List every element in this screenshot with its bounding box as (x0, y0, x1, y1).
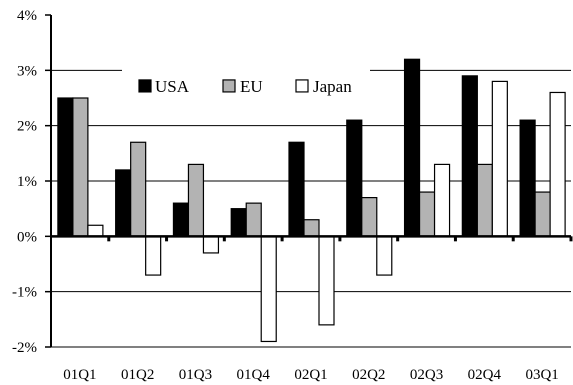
bar-eu-01q1 (72, 97, 89, 237)
bar-eu-01q4 (245, 202, 262, 237)
bar-usa-01q1 (57, 97, 74, 237)
bar-japan-02q4 (491, 80, 508, 237)
bar-eu-02q3 (418, 191, 436, 237)
bar-eu-01q2 (130, 141, 147, 237)
bar-japan-02q2 (376, 235, 393, 276)
bar-usa-01q2 (115, 169, 132, 237)
x-tick-label: 01Q1 (63, 367, 96, 383)
bar-japan-01q4 (260, 235, 277, 343)
bar-japan-02q3 (433, 163, 451, 237)
y-tick-label: 2% (17, 119, 37, 135)
x-tick-label: 03Q1 (525, 367, 558, 383)
x-tick-label: 01Q2 (121, 367, 154, 383)
y-tick-label: 1% (17, 174, 37, 190)
bar-eu-01q3 (187, 163, 205, 237)
legend-swatch-japan (295, 79, 309, 93)
bar-eu-02q4 (476, 163, 493, 237)
bar-usa-02q2 (346, 119, 363, 237)
bar-japan-02q1 (318, 235, 335, 326)
x-tick-label: 02Q4 (468, 367, 502, 383)
legend-label-eu: EU (240, 77, 263, 96)
y-tick-label: 3% (17, 63, 37, 79)
y-tick-label: -2% (12, 340, 37, 356)
bar-usa-01q4 (230, 208, 247, 237)
bar-usa-02q4 (461, 75, 478, 237)
bar-japan-01q3 (202, 235, 220, 254)
bar-eu-03q1 (534, 191, 551, 237)
x-tick-labels: 01Q1 01Q2 01Q3 01Q4 02Q1 02Q2 02Q3 02Q4 03Q1 (63, 367, 559, 383)
legend-label-usa: USA (155, 77, 190, 96)
legend-swatch-eu (222, 79, 236, 93)
bar-eu-02q2 (361, 197, 378, 237)
y-tick-label: 4% (17, 8, 37, 24)
x-tick-label: 02Q3 (410, 367, 443, 383)
bar-usa-01q3 (172, 202, 190, 237)
bar-japan-01q2 (145, 235, 162, 276)
x-tick-label: 01Q3 (179, 367, 212, 383)
bar-usa-02q3 (403, 58, 421, 237)
bar-usa-03q1 (519, 119, 536, 237)
legend-label-japan: Japan (313, 77, 352, 96)
bars-group (57, 58, 566, 343)
bar-eu-02q1 (303, 219, 320, 237)
x-tick-label: 02Q2 (352, 367, 385, 383)
bar-usa-02q1 (288, 141, 305, 237)
y-tick-label: -1% (12, 285, 37, 301)
x-tick-label: 02Q1 (294, 367, 327, 383)
y-tick-labels: 4% 3% 2% 1% 0% -1% -2% (12, 8, 37, 356)
legend-background (122, 68, 370, 103)
y-tick-label: 0% (17, 229, 37, 245)
bar-japan-01q1 (87, 224, 104, 237)
legend: USA EU Japan (122, 68, 370, 103)
bar-japan-03q1 (549, 91, 566, 237)
x-tick-label: 01Q4 (237, 367, 271, 383)
axes-group (45, 14, 573, 348)
legend-swatch-usa (138, 79, 152, 93)
